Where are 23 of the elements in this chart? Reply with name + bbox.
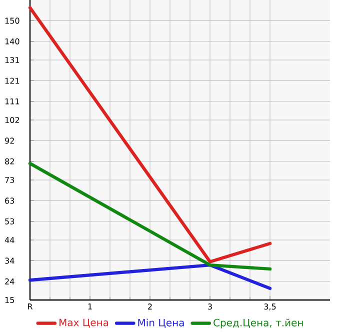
y-tick-label: 92 [5,138,14,144]
y-tick-label: 82 [5,158,14,164]
y-tick-label: 140 [5,38,20,44]
y-tick-label: 121 [5,78,20,84]
x-tick-label: 2 [148,304,152,310]
y-tick-label: 53 [5,218,14,224]
y-tick-label: 111 [5,98,20,104]
x-tick-label: 3 [208,304,212,310]
y-tick-label: 15 [5,297,14,303]
y-tick-label: 34 [5,258,14,264]
x-tick-label: R [28,304,33,310]
y-tick-label: 131 [5,56,20,64]
x-tick-label: 1 [88,304,92,310]
y-tick-label: 44 [4,237,14,243]
y-tick-label: 150 [5,18,20,24]
y-tick-label: 63 [5,198,14,204]
legend-label: Сред.Цена, т.йен [214,318,303,328]
y-tick-label: 73 [5,176,14,184]
x-tick-label: 3,5 [264,304,276,310]
y-tick-label: 24 [5,278,14,284]
y-tick-label: 102 [5,116,19,124]
legend-label: Max Цена [60,318,108,328]
legend-label: Min Цена [138,318,184,328]
